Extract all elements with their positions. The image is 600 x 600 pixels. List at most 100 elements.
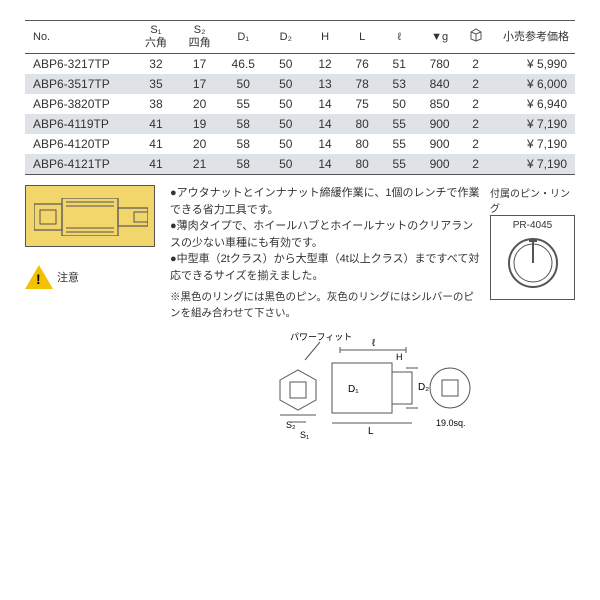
cell-g: 840 bbox=[418, 74, 462, 94]
cell-no: ABP6-3517TP bbox=[25, 74, 134, 94]
cell-l: 80 bbox=[344, 134, 381, 154]
cell-h: 13 bbox=[307, 74, 344, 94]
table-row: ABP6-3217TP321746.55012765178025,990 bbox=[25, 54, 575, 75]
cell-s1: 41 bbox=[134, 134, 178, 154]
cell-h: 14 bbox=[307, 134, 344, 154]
cell-d2: 50 bbox=[265, 114, 306, 134]
cell-l: 76 bbox=[344, 54, 381, 75]
cell-ell: 55 bbox=[381, 134, 418, 154]
caution-heading: 注意 bbox=[57, 269, 79, 285]
cell-s1: 32 bbox=[134, 54, 178, 75]
cell-qty: 2 bbox=[461, 134, 489, 154]
col-no: No. bbox=[25, 21, 134, 54]
cell-d2: 50 bbox=[265, 154, 306, 175]
cell-s2: 20 bbox=[178, 94, 222, 114]
cell-l: 78 bbox=[344, 74, 381, 94]
col-d1: D₁ bbox=[221, 21, 265, 54]
cell-s1: 41 bbox=[134, 114, 178, 134]
svg-text:S₁: S₁ bbox=[300, 430, 309, 440]
cell-no: ABP6-4119TP bbox=[25, 114, 134, 134]
cell-l: 80 bbox=[344, 114, 381, 134]
cell-d2: 50 bbox=[265, 74, 306, 94]
col-ell: ℓ bbox=[381, 21, 418, 54]
feature-item: 薄肉タイプで、ホイールハブとホイールナットのクリアランスの少ない車種にも有効です… bbox=[170, 218, 480, 251]
pinring-title: 付属のピン・リング bbox=[490, 185, 575, 215]
table-row: ABP6-4121TP4121585014805590027,190 bbox=[25, 154, 575, 175]
table-row: ABP6-3517TP3517505013785384026,000 bbox=[25, 74, 575, 94]
cell-price: 7,190 bbox=[490, 154, 575, 175]
cell-d1: 58 bbox=[221, 134, 265, 154]
table-row: ABP6-4120TP4120585014805590027,190 bbox=[25, 134, 575, 154]
cell-h: 14 bbox=[307, 154, 344, 175]
cell-s2: 17 bbox=[178, 54, 222, 75]
col-d2: D₂ bbox=[265, 21, 306, 54]
cell-ell: 53 bbox=[381, 74, 418, 94]
cell-price: 7,190 bbox=[490, 114, 575, 134]
cell-l: 80 bbox=[344, 154, 381, 175]
svg-text:D₂: D₂ bbox=[418, 382, 429, 393]
cell-d1: 50 bbox=[221, 74, 265, 94]
pinring-model: PR-4045 bbox=[495, 220, 570, 231]
table-row: ABP6-3820TP3820555014755085026,940 bbox=[25, 94, 575, 114]
cell-h: 14 bbox=[307, 114, 344, 134]
cell-g: 900 bbox=[418, 154, 462, 175]
caution-text: 黒色のリングには黒色のピン。灰色のリングにはシルバーのピンを組み合わせて下さい。 bbox=[170, 290, 480, 322]
cell-d1: 58 bbox=[221, 154, 265, 175]
cell-qty: 2 bbox=[461, 94, 489, 114]
svg-text:D₁: D₁ bbox=[348, 384, 359, 395]
cell-g: 850 bbox=[418, 94, 462, 114]
col-price: 小売参考価格 bbox=[490, 21, 575, 54]
product-icon bbox=[25, 185, 155, 247]
cell-s2: 19 bbox=[178, 114, 222, 134]
cell-d2: 50 bbox=[265, 134, 306, 154]
cell-h: 12 bbox=[307, 54, 344, 75]
cell-ell: 55 bbox=[381, 154, 418, 175]
cell-s2: 20 bbox=[178, 134, 222, 154]
cell-no: ABP6-4121TP bbox=[25, 154, 134, 175]
cell-price: 6,940 bbox=[490, 94, 575, 114]
feature-item: アウタナットとインナナット締緩作業に、1個のレンチで作業できる省力工具です。 bbox=[170, 185, 480, 218]
svg-text:H: H bbox=[396, 352, 403, 362]
cell-qty: 2 bbox=[461, 74, 489, 94]
feature-item: 中型車（2tクラス）から大型車（4t以上クラス）まですべて対応できるサイズを揃え… bbox=[170, 251, 480, 284]
cell-qty: 2 bbox=[461, 54, 489, 75]
cell-ell: 51 bbox=[381, 54, 418, 75]
cell-d1: 58 bbox=[221, 114, 265, 134]
cell-g: 900 bbox=[418, 114, 462, 134]
cell-h: 14 bbox=[307, 94, 344, 114]
cell-d2: 50 bbox=[265, 94, 306, 114]
cell-ell: 55 bbox=[381, 114, 418, 134]
cell-qty: 2 bbox=[461, 114, 489, 134]
svg-text:L: L bbox=[368, 426, 374, 437]
col-h: H bbox=[307, 21, 344, 54]
col-l: L bbox=[344, 21, 381, 54]
cell-g: 780 bbox=[418, 54, 462, 75]
cell-price: 7,190 bbox=[490, 134, 575, 154]
cell-s1: 41 bbox=[134, 154, 178, 175]
cell-no: ABP6-3820TP bbox=[25, 94, 134, 114]
cell-d2: 50 bbox=[265, 54, 306, 75]
cell-d1: 46.5 bbox=[221, 54, 265, 75]
cell-s2: 21 bbox=[178, 154, 222, 175]
cell-l: 75 bbox=[344, 94, 381, 114]
cell-s1: 35 bbox=[134, 74, 178, 94]
feature-list: アウタナットとインナナット締緩作業に、1個のレンチで作業できる省力工具です。薄肉… bbox=[170, 185, 480, 284]
svg-text:19.0sq.: 19.0sq. bbox=[436, 418, 466, 428]
cell-s2: 17 bbox=[178, 74, 222, 94]
cell-s1: 38 bbox=[134, 94, 178, 114]
spec-table: No.S₁六角S₂四角D₁D₂HLℓ▼g小売参考価格 ABP6-3217TP32… bbox=[25, 20, 575, 175]
ring-icon bbox=[503, 233, 563, 293]
cell-price: 5,990 bbox=[490, 54, 575, 75]
cell-d1: 55 bbox=[221, 94, 265, 114]
col-qty bbox=[461, 21, 489, 54]
cell-no: ABP6-4120TP bbox=[25, 134, 134, 154]
cell-ell: 50 bbox=[381, 94, 418, 114]
powerfit-label: パワーフィット bbox=[290, 332, 352, 342]
col-s2: S₂四角 bbox=[178, 21, 222, 54]
pinring-box: PR-4045 bbox=[490, 215, 575, 300]
table-row: ABP6-4119TP4119585014805590027,190 bbox=[25, 114, 575, 134]
col-s1: S₁六角 bbox=[134, 21, 178, 54]
dimension-diagram: パワーフィット ℓ S₂ S₁ D₁ D₂ H bbox=[170, 330, 480, 440]
cell-qty: 2 bbox=[461, 154, 489, 175]
svg-text:ℓ: ℓ bbox=[372, 338, 376, 349]
